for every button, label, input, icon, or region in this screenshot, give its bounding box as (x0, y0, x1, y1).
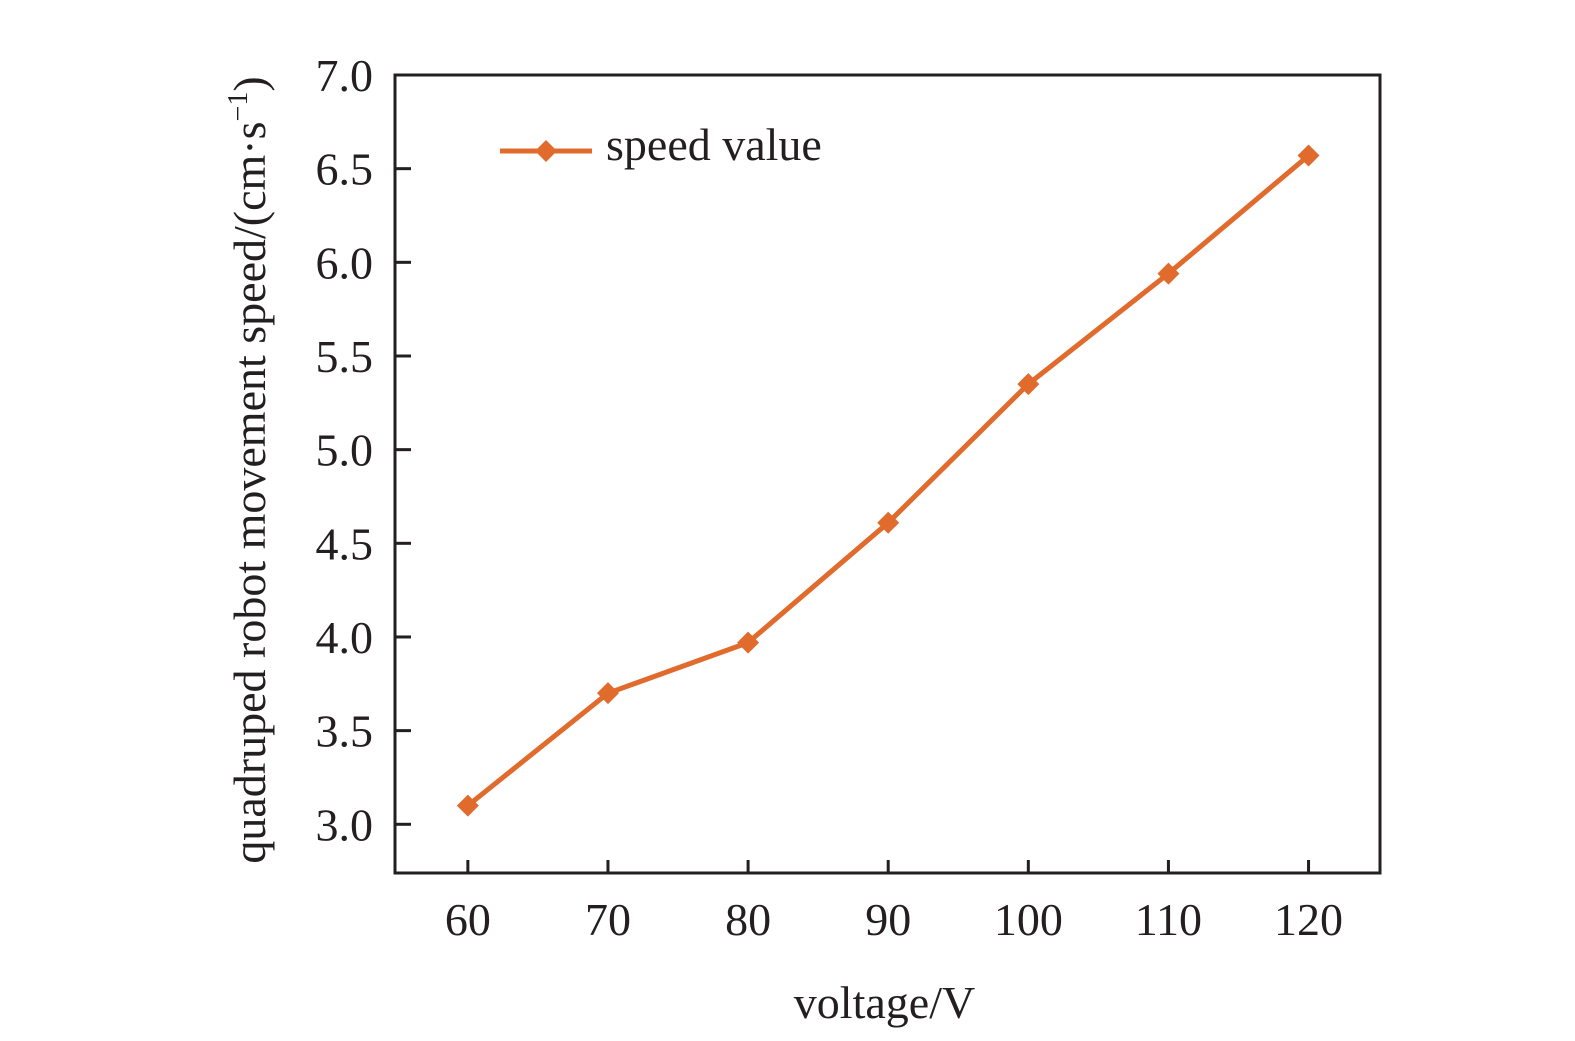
data-point-marker (1297, 144, 1320, 167)
y-tick-label: 4.0 (316, 612, 374, 663)
y-axis-title: quadruped robot movement speed/(cm·s−1) (223, 76, 275, 863)
x-tick-label: 100 (994, 894, 1063, 945)
y-axis-title-main: quadruped robot movement speed/(cm·s (224, 121, 275, 863)
y-axis-title-superscript: −1 (223, 92, 254, 122)
data-point-marker (737, 631, 760, 654)
y-tick-label: 6.5 (316, 144, 374, 195)
x-tick-label: 80 (725, 894, 771, 945)
legend: speed value (500, 119, 822, 170)
y-tick-label: 6.0 (316, 237, 374, 288)
y-axis-title-close: ) (224, 76, 275, 91)
y-tick-label: 3.0 (316, 799, 374, 850)
legend-diamond-marker (535, 140, 557, 162)
y-tick-label: 5.0 (316, 425, 374, 476)
y-tick-label: 7.0 (316, 50, 374, 101)
data-point-marker (456, 794, 479, 817)
x-tick-label: 110 (1135, 894, 1202, 945)
series-line-speed-value (466, 153, 1311, 808)
x-tick-label: 70 (585, 894, 631, 945)
y-tick-label: 4.5 (316, 518, 374, 569)
data-point-marker (877, 511, 900, 534)
y-tick-label: 3.5 (316, 706, 374, 757)
plot-area-border (393, 73, 1382, 875)
data-point-marker (1157, 262, 1180, 285)
data-point-marker (596, 682, 619, 705)
x-tick-label: 90 (865, 894, 911, 945)
x-tick-label: 120 (1274, 894, 1343, 945)
x-tick-label: 60 (445, 894, 491, 945)
x-axis-title: voltage/V (794, 977, 975, 1028)
y-tick-label: 5.5 (316, 331, 374, 382)
data-point-marker (1017, 373, 1040, 396)
legend-label: speed value (606, 119, 822, 170)
